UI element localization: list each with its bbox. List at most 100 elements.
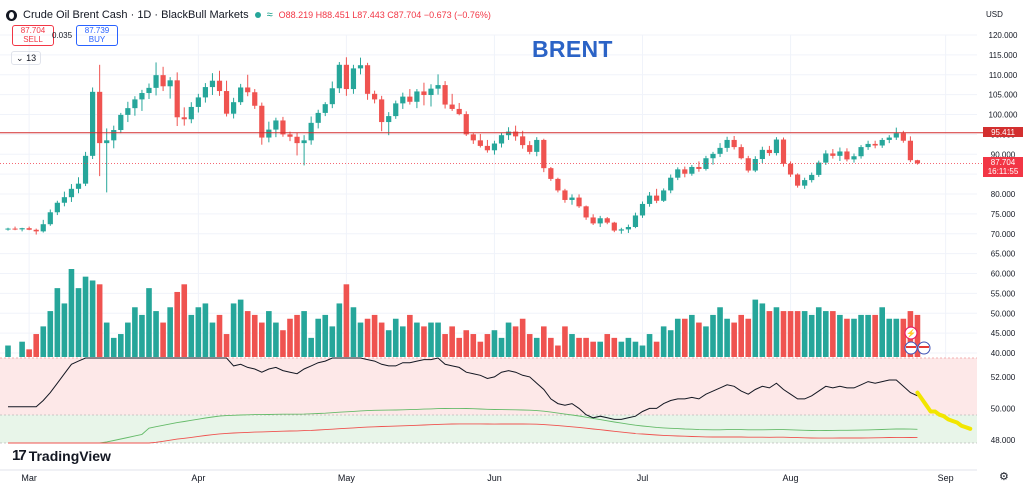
event-icons[interactable]: ⚡ <box>904 326 931 355</box>
candle-body <box>498 135 505 144</box>
candle-body <box>111 130 117 141</box>
oscillator-pane <box>8 357 973 444</box>
volume-bar <box>576 337 582 357</box>
candle <box>766 145 772 156</box>
candle <box>886 135 892 144</box>
oscillator-tick-label: 52.000 <box>991 373 1016 382</box>
candle-body <box>851 156 857 160</box>
candle-body <box>181 117 187 120</box>
candle <box>90 87 96 160</box>
candle-body <box>153 75 159 88</box>
candle <box>632 212 639 229</box>
volume-bar <box>160 322 166 357</box>
candle-body <box>252 92 258 106</box>
candle <box>442 81 448 109</box>
volume-bar <box>689 314 695 357</box>
candle-body <box>879 139 885 146</box>
candle-body <box>379 99 385 123</box>
candle-body <box>456 108 462 115</box>
candle-body <box>294 136 300 144</box>
candle-body <box>668 177 674 191</box>
volume-bar <box>68 269 75 357</box>
candle <box>548 166 554 181</box>
candle <box>174 72 180 127</box>
candle <box>308 116 314 145</box>
oscillator-tick-label: 50.000 <box>991 404 1016 413</box>
candle-body <box>287 134 293 137</box>
candle <box>104 128 110 193</box>
candle-body <box>273 120 279 130</box>
currency-selector[interactable]: USD <box>986 10 1003 19</box>
volume-bar <box>519 318 526 357</box>
volume-bar <box>484 334 491 357</box>
candle-body <box>823 153 829 163</box>
volume-bar <box>329 326 336 357</box>
candle-body <box>61 197 67 203</box>
candle <box>386 112 392 136</box>
candle-body <box>68 188 75 198</box>
candle <box>188 102 194 124</box>
candle-body <box>696 166 702 169</box>
candle <box>823 150 829 165</box>
candle-body <box>752 159 758 171</box>
candle-body <box>569 197 575 200</box>
volume-bar <box>752 299 759 357</box>
candle-body <box>802 180 808 186</box>
candle <box>273 117 279 138</box>
volume-bar <box>773 307 780 357</box>
volume-bar <box>407 314 413 357</box>
symbol-logo-icon <box>6 9 17 21</box>
candle <box>773 137 780 156</box>
volume-bar <box>632 341 639 357</box>
settings-gear-icon[interactable]: ⚙ <box>999 471 1009 483</box>
candle <box>456 102 462 116</box>
candle <box>379 95 385 132</box>
candle-body <box>611 222 617 231</box>
candle <box>639 201 646 218</box>
price-tick-label: 75.000 <box>991 210 1016 219</box>
chevron-down-icon: ⌄ <box>16 53 24 63</box>
volume-bar <box>449 326 455 357</box>
candle <box>555 177 561 193</box>
candle <box>661 188 667 202</box>
candle <box>414 89 420 109</box>
volume-bar <box>562 326 568 357</box>
volume-bar <box>371 314 378 357</box>
candle <box>689 164 695 176</box>
candle-body <box>343 64 349 90</box>
candle <box>498 132 505 148</box>
candle-body <box>830 153 836 156</box>
candle-body <box>442 85 448 105</box>
candle-body <box>766 149 772 154</box>
candle-body <box>745 158 751 171</box>
price-tick-label: 115.000 <box>989 51 1018 60</box>
volume-bar <box>132 307 138 357</box>
volume-bar <box>498 337 505 357</box>
candle <box>484 139 490 153</box>
candle-body <box>738 147 744 159</box>
sell-button[interactable]: 87.704 SELL <box>12 25 54 46</box>
candle-body <box>625 226 631 230</box>
candle <box>61 191 67 207</box>
time-tick-label: Sep <box>938 473 954 483</box>
volume-bars <box>5 269 921 357</box>
volume-bar <box>442 334 448 357</box>
candle <box>625 224 631 233</box>
volume-bar <box>682 318 688 357</box>
time-tick-label: Jul <box>637 473 649 483</box>
volume-bar <box>33 334 39 357</box>
candle-body <box>160 75 166 87</box>
volume-bar <box>696 322 702 357</box>
candle <box>231 97 237 119</box>
volume-bar <box>209 322 216 357</box>
indicators-toggle[interactable]: ⌄ 13 <box>11 51 42 65</box>
candle-body <box>266 129 272 138</box>
candle <box>407 89 413 105</box>
volume-bar <box>548 337 554 357</box>
tradingview-brand[interactable]: 17 TradingView <box>12 447 111 464</box>
candle <box>865 140 871 150</box>
symbol-title[interactable]: Crude Oil Brent Cash · 1D · BlackBull Ma… <box>23 9 249 21</box>
candle-body <box>710 153 716 159</box>
buy-button[interactable]: 87.739 BUY <box>76 25 118 46</box>
